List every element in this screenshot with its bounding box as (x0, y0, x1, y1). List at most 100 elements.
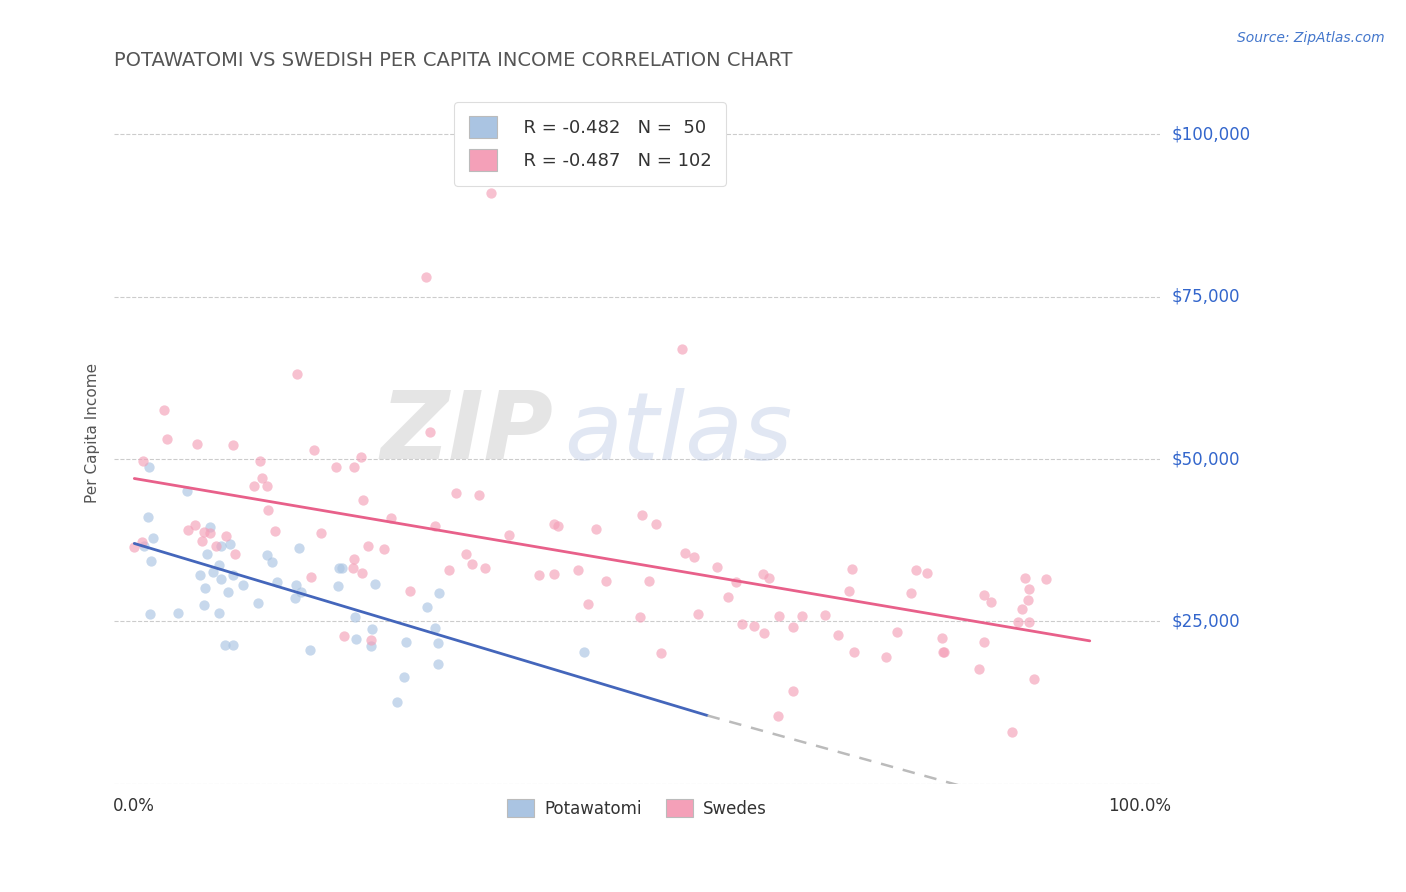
Point (176, 484, 198, 499)
Point (638, 574, 661, 588)
Point (198, 526, 221, 541)
Point (671, 342, 693, 356)
Point (479, 186, 502, 200)
Point (842, 645, 865, 659)
Point (717, 590, 740, 604)
Point (343, 610, 366, 624)
Text: atlas: atlas (564, 387, 792, 478)
Point (886, 625, 908, 640)
Point (257, 502, 280, 516)
Point (1014, 571, 1036, 585)
Point (215, 529, 238, 543)
Point (576, 598, 599, 612)
Point (357, 539, 380, 553)
Point (285, 368, 308, 382)
Point (156, 432, 179, 446)
Point (782, 620, 804, 634)
Point (299, 642, 322, 657)
Point (645, 516, 668, 531)
Point (153, 403, 176, 417)
Point (838, 584, 860, 599)
Point (166, 606, 188, 620)
Point (1007, 615, 1029, 629)
Point (361, 622, 384, 636)
Point (543, 517, 565, 532)
Point (498, 527, 520, 541)
Point (344, 632, 367, 647)
Point (399, 583, 422, 598)
Point (205, 539, 228, 553)
Point (250, 471, 273, 485)
Point (139, 554, 162, 568)
Text: Source: ZipAtlas.com: Source: ZipAtlas.com (1237, 31, 1385, 45)
Point (328, 561, 350, 575)
Point (256, 549, 278, 563)
Point (183, 518, 205, 533)
Point (547, 518, 569, 533)
Point (360, 632, 382, 647)
Point (195, 547, 218, 561)
Point (330, 561, 353, 575)
Point (193, 598, 215, 612)
Point (980, 594, 1002, 608)
Point (742, 618, 765, 632)
Point (214, 638, 236, 652)
Point (1017, 593, 1039, 607)
Point (969, 662, 991, 676)
Text: $75,000: $75,000 (1171, 287, 1240, 306)
Point (326, 579, 349, 593)
Point (567, 563, 589, 577)
Point (124, 541, 146, 555)
Point (190, 534, 212, 549)
Point (706, 560, 728, 574)
Point (650, 646, 672, 660)
Point (917, 566, 939, 580)
Point (682, 550, 704, 565)
Point (425, 621, 447, 635)
Point (454, 547, 477, 561)
Point (931, 631, 953, 645)
Point (142, 532, 165, 546)
Point (768, 608, 790, 623)
Point (188, 567, 211, 582)
Point (287, 541, 309, 556)
Point (827, 628, 849, 642)
Point (731, 617, 754, 632)
Point (527, 568, 550, 582)
Point (814, 607, 837, 622)
Point (415, 270, 437, 285)
Point (392, 670, 415, 684)
Point (256, 478, 278, 492)
Point (138, 460, 160, 475)
Point (932, 645, 955, 659)
Point (380, 510, 402, 524)
Text: $25,000: $25,000 (1171, 613, 1240, 631)
Point (1035, 572, 1057, 586)
Point (177, 523, 200, 537)
Point (973, 588, 995, 602)
Point (360, 639, 382, 653)
Point (193, 524, 215, 539)
Point (352, 492, 374, 507)
Point (758, 571, 780, 585)
Point (232, 578, 254, 592)
Point (343, 459, 366, 474)
Point (222, 638, 245, 652)
Point (209, 573, 232, 587)
Point (427, 585, 450, 599)
Point (752, 566, 775, 581)
Point (207, 558, 229, 572)
Point (724, 575, 747, 590)
Point (373, 542, 395, 557)
Point (766, 709, 789, 723)
Point (752, 626, 775, 640)
Point (309, 526, 332, 541)
Point (208, 606, 231, 620)
Point (444, 486, 467, 500)
Point (266, 574, 288, 589)
Point (932, 644, 955, 658)
Point (395, 635, 418, 649)
Point (343, 551, 366, 566)
Point (628, 610, 651, 624)
Point (364, 577, 387, 591)
